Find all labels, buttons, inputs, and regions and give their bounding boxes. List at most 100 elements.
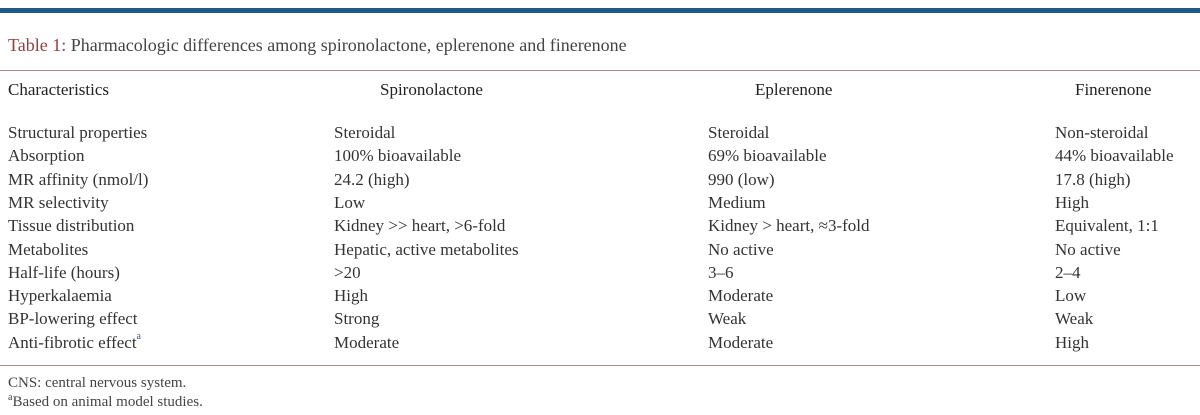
table-cell: Half-life (hours): [8, 263, 120, 283]
table-row: Anti-fibrotic effecta Moderate Moderate Hig…: [0, 330, 1200, 356]
table-row: MR selectivity Low Medium High: [0, 193, 1200, 216]
cell-text: 69% bioavailable: [708, 146, 827, 166]
cell-text: High: [1055, 332, 1089, 352]
footnote-marker: a: [8, 392, 13, 403]
table-cell: Absorption: [8, 146, 85, 166]
table-cell: No active: [1055, 240, 1121, 260]
header-characteristics: Characteristics: [8, 80, 110, 99]
cell-text: 44% bioavailable: [1055, 146, 1174, 166]
table-cell: High: [1055, 333, 1089, 353]
cell-text: Moderate: [708, 332, 774, 352]
cell-text: 2–4: [1055, 262, 1081, 282]
caption-label: Table 1:: [8, 35, 67, 55]
table-row: Structural properties Steroidal Steroidal N…: [0, 123, 1200, 146]
table-cell: Moderate: [708, 333, 773, 353]
footnote-animal: aBased on animal model studies.: [8, 392, 203, 411]
cell-text: 17.8 (high): [1055, 169, 1131, 189]
cell-text: Hepatic, active metabolites: [334, 239, 519, 259]
footnote-text: CNS: central nervous system.: [8, 375, 187, 391]
cell-text: High: [334, 286, 368, 306]
table-cell: BP-lowering effect: [8, 309, 138, 329]
table-cell: 69% bioavailable: [708, 146, 827, 166]
cell-text: Steroidal: [334, 123, 396, 142]
table-cell: Hepatic, active metabolites: [334, 240, 519, 260]
table-row: Absorption 100% bioavailable 69% bioavaila…: [0, 146, 1200, 169]
cell-text: MR affinity (nmol/l): [8, 169, 149, 189]
cell-text: Metabolites: [8, 239, 89, 259]
cell-text: Kidney >> heart, >6-fold: [334, 216, 506, 236]
cell-text: Strong: [334, 309, 380, 329]
table-row: Hyperkalaemia High Moderate Low: [0, 286, 1200, 309]
footnote-cns: CNS: central nervous system.: [8, 375, 186, 392]
table-cell: Metabolites: [8, 240, 88, 260]
top-accent-bar: [0, 8, 1200, 13]
table-cell: Anti-fibrotic effecta: [8, 330, 141, 353]
table-cell: No active: [708, 240, 774, 260]
table-cell: Hyperkalaemia: [8, 286, 112, 306]
table-caption: Table 1: Pharmacologic differences among…: [8, 35, 627, 56]
cell-text: Non-steroidal: [1055, 123, 1149, 142]
table-cell: Steroidal: [334, 123, 395, 143]
caption-text: Pharmacologic differences among spironol…: [66, 35, 627, 55]
header-eplerenone: Eplerenone: [755, 80, 833, 99]
cell-text: MR selectivity: [8, 192, 109, 212]
cell-text: Low: [1055, 286, 1087, 306]
table-cell: High: [334, 286, 368, 306]
cell-text: Kidney > heart, ≈3-fold: [708, 216, 870, 236]
table-cell: 24.2 (high): [334, 170, 410, 190]
table-cell: >20: [334, 263, 361, 283]
cell-text: BP-lowering effect: [8, 309, 138, 329]
table-cell: Tissue distribution: [8, 216, 134, 236]
cell-text: Moderate: [708, 286, 774, 306]
table-bottom-rule: [0, 365, 1200, 366]
cell-text: Weak: [1055, 309, 1094, 329]
table-cell: Kidney > heart, ≈3-fold: [708, 216, 869, 236]
table-row: BP-lowering effect Strong Weak Weak: [0, 309, 1200, 332]
cell-text: High: [1055, 192, 1089, 212]
table-cell: Weak: [708, 309, 746, 329]
table-cell: Moderate: [708, 286, 773, 306]
cell-text: Moderate: [334, 332, 400, 352]
table-cell: Medium: [708, 193, 766, 213]
cell-text: Low: [334, 192, 366, 212]
cell-text: 990 (low): [708, 169, 775, 189]
table-cell: Kidney >> heart, >6-fold: [334, 216, 505, 236]
cell-text: Equivalent, 1:1: [1055, 216, 1159, 236]
cell-text: Absorption: [8, 146, 85, 166]
table-cell: Equivalent, 1:1: [1055, 216, 1159, 236]
table-cell: Non-steroidal: [1055, 123, 1148, 143]
table-cell: Steroidal: [708, 123, 769, 143]
table-cell: 2–4: [1055, 263, 1081, 283]
table-cell: MR affinity (nmol/l): [8, 170, 148, 190]
cell-text: Weak: [708, 309, 747, 329]
table-cell: 44% bioavailable: [1055, 146, 1174, 166]
table-cell: Low: [334, 193, 365, 213]
cell-text: Tissue distribution: [8, 216, 135, 236]
cell-text: 100% bioavailable: [334, 146, 461, 166]
table-cell: Low: [1055, 286, 1086, 306]
header-spironolactone: Spironolactone: [380, 80, 483, 99]
table-row: Metabolites Hepatic, active metabolites No…: [0, 240, 1200, 263]
cell-text: Medium: [708, 192, 766, 212]
cell-text: Structural properties: [8, 123, 148, 142]
table-cell: Structural properties: [8, 123, 147, 143]
cell-text: 24.2 (high): [334, 169, 410, 189]
table-cell: 100% bioavailable: [334, 146, 461, 166]
cell-text: Hyperkalaemia: [8, 286, 112, 306]
cell-text: Half-life (hours): [8, 262, 120, 282]
header-finerenone: Finerenone: [1075, 80, 1152, 99]
cell-text: Steroidal: [708, 123, 770, 142]
table-cell: Moderate: [334, 333, 399, 353]
table-cell: 3–6: [708, 263, 734, 283]
cell-text: 3–6: [708, 262, 734, 282]
cell-text: No active: [1055, 239, 1121, 259]
footnote-text: Based on animal model studies.: [12, 394, 203, 410]
table-row: Half-life (hours) >20 3–6 2–4: [0, 263, 1200, 286]
table-cell: 990 (low): [708, 170, 775, 190]
footnote-marker: a: [136, 330, 141, 342]
caption-divider: [0, 70, 1200, 71]
table-row: MR affinity (nmol/l) 24.2 (high) 990 (low)…: [0, 170, 1200, 193]
table-cell: High: [1055, 193, 1089, 213]
table-cell: MR selectivity: [8, 193, 109, 213]
cell-text: >20: [334, 262, 361, 282]
